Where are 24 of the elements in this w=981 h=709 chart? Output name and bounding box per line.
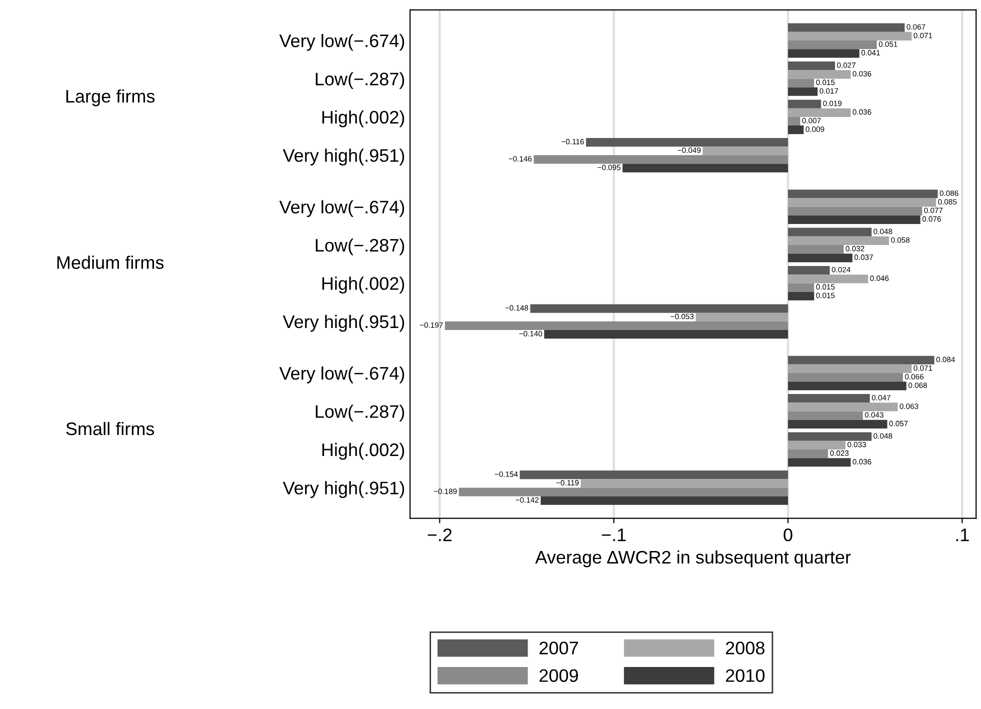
- y-tick-label: Low(−.287): [316, 72, 404, 90]
- text: Medium firms: [57, 256, 164, 269]
- y-tick-label: High(.002): [322, 110, 404, 128]
- y-tick-label: Very high(.951): [282, 314, 404, 332]
- text: Large firms: [66, 89, 155, 106]
- y-tick-label: Low(−.287): [316, 238, 404, 256]
- x-axis-title: Average ∆WCR2 in subsequent quarter: [535, 550, 851, 568]
- y-tick-label: Very high(.951): [282, 148, 404, 166]
- y-tick-label: Low(−.287): [316, 404, 404, 422]
- y-tick-label: Very low(−.674): [279, 200, 404, 218]
- text: Small firms: [66, 422, 154, 436]
- text: 2009: [540, 669, 578, 682]
- legend-label: 2008: [726, 642, 764, 654]
- x-tick-label: −.1: [602, 528, 626, 542]
- x-tick-label: 0: [784, 528, 792, 542]
- y-tick-label: Very low(−.674): [279, 366, 404, 384]
- text: 2007: [540, 642, 578, 654]
- y-tick-label: Very high(.951): [282, 481, 404, 498]
- y-tick-label: High(.002): [322, 276, 404, 294]
- legend-label: 2010: [726, 669, 765, 682]
- x-tick-label: −.2: [428, 528, 452, 542]
- y-tick-label: Very low(−.674): [279, 34, 404, 51]
- y-tick-label: High(.002): [322, 442, 404, 460]
- x-tick-label: .1: [956, 528, 969, 542]
